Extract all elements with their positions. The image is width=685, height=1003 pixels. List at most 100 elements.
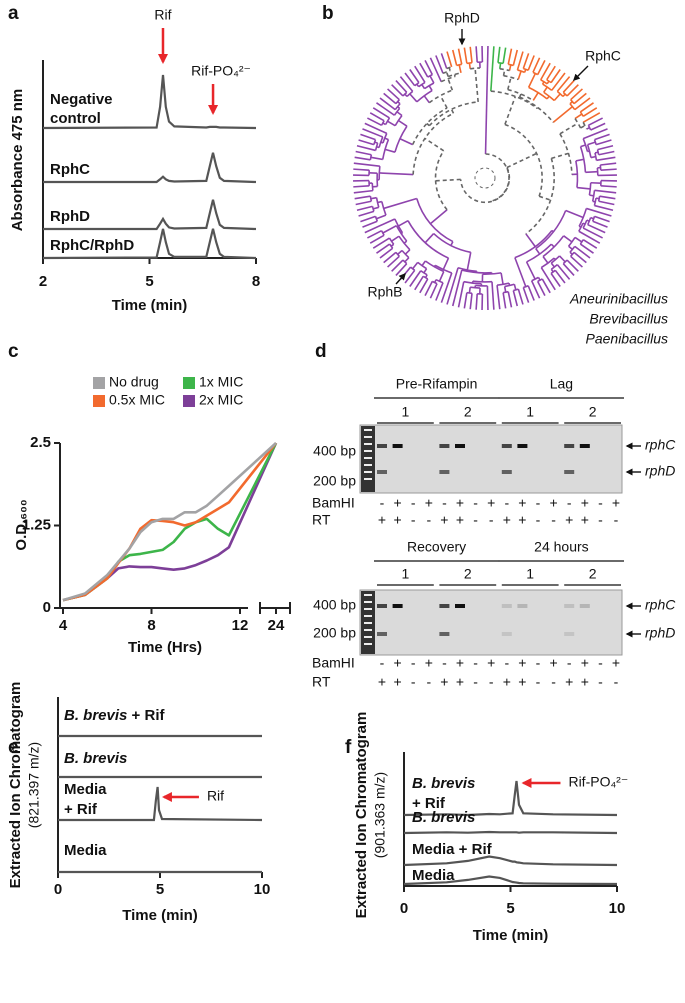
label-part: RphC	[50, 161, 90, 178]
series-line	[62, 442, 277, 602]
tree-branch	[440, 272, 453, 303]
tree-branch	[508, 64, 512, 71]
ladder-label: 400 bp	[313, 597, 356, 613]
tree-branch	[379, 172, 414, 176]
tree-branch	[387, 88, 400, 101]
tree-branch	[587, 150, 590, 153]
tree-branch	[573, 92, 587, 105]
ladder-band	[364, 457, 372, 459]
ladder-band	[364, 478, 372, 480]
tree-branch	[502, 47, 507, 64]
label-part: RphD	[50, 208, 90, 225]
trace	[58, 786, 263, 822]
tree-arc	[428, 101, 479, 127]
label-part: brevis	[427, 809, 475, 826]
tree-branch	[372, 237, 390, 249]
tree-branch	[507, 291, 513, 308]
tree-branch	[586, 126, 590, 130]
gel-band	[392, 604, 403, 608]
gel-sign: +	[440, 512, 448, 528]
tree-branch	[582, 107, 598, 117]
ladder-band	[364, 436, 372, 438]
trace	[43, 199, 257, 231]
tree-branch	[491, 281, 495, 310]
tree-branch	[387, 255, 400, 268]
tree-arc	[414, 81, 420, 87]
tree-branch	[518, 93, 522, 98]
tree-arc	[431, 280, 438, 285]
label-part: RphC/RphD	[50, 237, 134, 254]
gel-sign: -	[489, 512, 494, 528]
tree-branch	[553, 257, 557, 261]
tree-label: RphD	[444, 10, 480, 26]
tree-branch	[370, 156, 383, 161]
gel-sign: -	[536, 495, 541, 511]
tree-branch	[446, 51, 453, 68]
x-tick-label: 24	[268, 617, 285, 634]
tree-branch	[424, 60, 434, 75]
gel-band	[455, 444, 465, 448]
tree-branch	[537, 276, 541, 281]
gel-sign: -	[380, 655, 385, 671]
tree-branch	[423, 95, 430, 104]
gel-sign: -	[473, 674, 478, 690]
tree-arc	[374, 142, 379, 151]
tree-arc	[570, 99, 575, 105]
tree-branch	[355, 150, 372, 156]
tree-branch	[383, 251, 397, 264]
gel-sign: -	[598, 674, 603, 690]
x-tick-label: 4	[59, 617, 68, 634]
tree-center	[474, 167, 496, 189]
tree-branch	[506, 152, 537, 169]
tree-branch	[600, 168, 617, 171]
tree-arc	[593, 198, 597, 206]
tree-branch	[490, 46, 495, 92]
gel-sign: +	[581, 674, 589, 690]
tree-branch	[354, 195, 371, 200]
gel-sign: -	[411, 655, 416, 671]
legend-swatch	[93, 377, 105, 389]
tree-arc	[574, 118, 582, 129]
tree-branch	[507, 77, 512, 90]
tree-branch	[600, 185, 617, 188]
gel-band	[439, 632, 450, 636]
gel-sign: +	[425, 495, 433, 511]
trace-label: B. brevis	[64, 750, 127, 767]
tree-branch	[457, 281, 465, 308]
tree-branch	[535, 248, 541, 255]
tree-branch	[469, 46, 473, 63]
tree-branch	[554, 269, 566, 284]
tree-arc	[435, 278, 444, 284]
tree-branch	[395, 263, 408, 276]
legend-swatch	[183, 377, 195, 389]
tree-branch	[463, 292, 468, 309]
ladder-band	[364, 629, 372, 631]
tree-branch	[376, 214, 387, 220]
tree-arc	[434, 264, 453, 274]
label-part: Rif	[73, 801, 98, 818]
panel-letter: b	[322, 3, 334, 24]
tree-arc	[381, 201, 387, 216]
tree-branch	[419, 278, 429, 294]
tree-branch	[594, 151, 599, 154]
tree-label-arrow	[395, 272, 406, 285]
gel-sign: -	[411, 674, 416, 690]
tree-branch	[525, 261, 536, 280]
tree-branch	[592, 220, 608, 228]
tree-arc	[411, 107, 448, 145]
x-tick-label: 10	[609, 900, 626, 917]
tree-branch	[367, 229, 382, 239]
gel-rep-label: 2	[464, 404, 472, 420]
tree-branch	[558, 255, 566, 263]
legend-label: No drug	[109, 374, 159, 390]
tree-branch	[590, 122, 606, 131]
trace	[403, 855, 618, 867]
tree-branch	[399, 137, 414, 146]
tree-branch	[404, 269, 416, 284]
gel-group-label: Recovery	[407, 539, 466, 555]
y-axis-title: O.D.₆₀₀	[13, 499, 30, 550]
gel-sign: +	[581, 655, 589, 671]
tree-branch	[376, 243, 391, 254]
gel-sign: -	[536, 512, 541, 528]
